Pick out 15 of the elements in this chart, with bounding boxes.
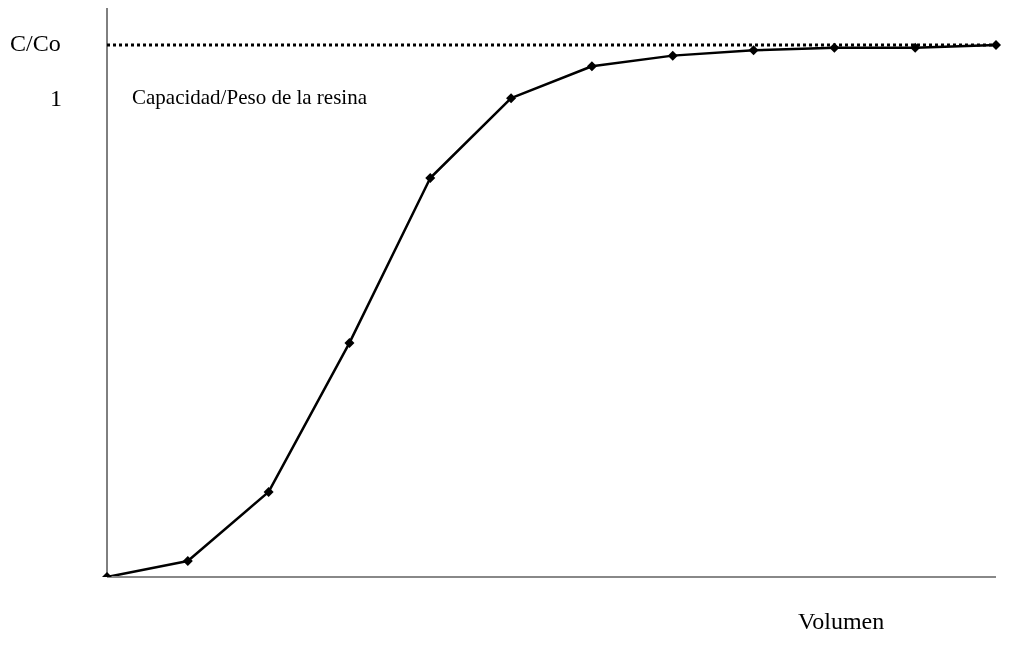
point xyxy=(910,42,921,53)
ref-line-label: 1 xyxy=(50,84,62,111)
point xyxy=(182,556,193,567)
annotation: Capacidad/Peso de la resina xyxy=(132,85,367,110)
point xyxy=(991,39,1001,50)
point xyxy=(667,50,678,61)
point xyxy=(263,486,274,497)
point xyxy=(829,42,840,53)
x-axis-title: Volumen xyxy=(798,608,885,635)
point xyxy=(748,45,759,56)
point xyxy=(344,337,355,348)
point xyxy=(506,93,517,104)
point xyxy=(586,61,597,72)
point xyxy=(425,172,436,183)
y-axis-title: C/Co xyxy=(10,30,61,57)
